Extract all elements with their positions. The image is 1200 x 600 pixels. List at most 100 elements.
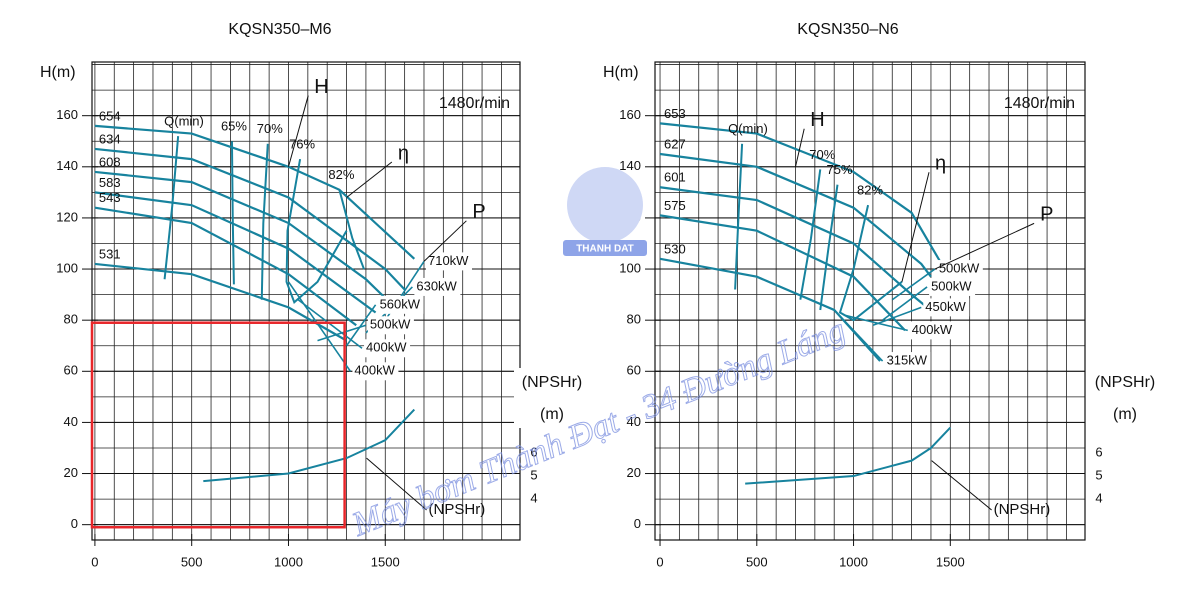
curve-label: 634 [99, 131, 121, 146]
curve-label: 65% [221, 119, 247, 134]
power-curve [891, 268, 936, 301]
npsh-label: (NPSHr) [994, 501, 1051, 518]
curve-label: 450kW [925, 299, 966, 314]
curve-label: 583 [99, 175, 121, 190]
x-tick-label: 1000 [274, 554, 303, 569]
annotation-leader [901, 172, 930, 282]
efficiency-curve [819, 184, 839, 311]
y-tick-label: 80 [627, 312, 641, 327]
plot-frame [91, 61, 521, 541]
y-tick-label: 140 [619, 158, 641, 173]
curve-label: 710kW [428, 253, 469, 268]
annotation-leader [934, 222, 1035, 270]
plot-frame [654, 61, 1086, 541]
y-tick-label: 100 [56, 260, 78, 275]
power-curve [287, 281, 352, 372]
y-tick-label: 80 [64, 312, 78, 327]
y2-tick-label: 5 [1095, 467, 1102, 482]
annotation-leader [423, 220, 467, 262]
curve-label: 70% [257, 121, 283, 136]
npsh-curve [203, 408, 416, 483]
annotation-leader [287, 95, 309, 167]
x-tick-label: 500 [181, 554, 203, 569]
qmin-curve [734, 143, 744, 290]
y-tick-label: 60 [64, 363, 78, 378]
x-tick-label: 1000 [839, 554, 868, 569]
annotation: η [398, 142, 409, 164]
head-curve [659, 152, 932, 278]
label-bg [923, 298, 970, 317]
y2-label-bg [514, 368, 590, 428]
y-tick-label: 140 [56, 158, 78, 173]
annotation: η [935, 153, 946, 175]
label-bg [909, 321, 956, 340]
y2-tick-label: 6 [1095, 444, 1102, 459]
efficiency-curve [338, 189, 365, 270]
y-tick-label: 160 [56, 107, 78, 122]
highlight-box [90, 321, 346, 529]
power-curve [872, 306, 922, 327]
npsh-curve [745, 426, 952, 485]
label-bg [364, 339, 411, 358]
y-tick-label: 60 [627, 363, 641, 378]
curve-label: 400kW [366, 340, 407, 355]
power-curve [843, 314, 908, 332]
npsh-label: (NPSHr) [429, 501, 486, 518]
annotation: P [472, 201, 485, 223]
label-bg [425, 252, 472, 271]
curve-label: 627 [664, 136, 686, 151]
chart-title: KQSN350–M6 [228, 21, 331, 38]
chart-title: KQSN350–N6 [797, 21, 898, 38]
chart-panel: KQSN350–N6H(m)1480r/min02040608010012014… [603, 21, 1163, 569]
curve-label: 543 [99, 190, 121, 205]
y-axis-label: H(m) [603, 64, 639, 81]
y2-tick-label: 6 [530, 444, 537, 459]
power-curve [882, 286, 928, 321]
efficiency-curve [260, 143, 269, 300]
y2-axis-label: (m) [540, 406, 564, 423]
label-bg [352, 362, 399, 381]
speed-label: 1480r/min [1004, 95, 1075, 112]
y2-axis-label: (NPSHr) [522, 374, 582, 391]
curve-label: 400kW [354, 363, 395, 378]
label-bg [936, 260, 983, 279]
npsh-leader [366, 457, 427, 511]
curve-label: 575 [664, 198, 686, 213]
y-axis-label: H(m) [40, 64, 76, 81]
y-tick-label: 20 [64, 465, 78, 480]
label-bg [367, 316, 414, 335]
y-tick-label: 100 [619, 260, 641, 275]
annotation: H [314, 76, 328, 98]
curve-label: 601 [664, 170, 686, 185]
efficiency-curve [230, 141, 235, 285]
curve-label: 653 [664, 106, 686, 121]
y-tick-label: 40 [627, 414, 641, 429]
efficiency-curve [838, 204, 903, 322]
y2-axis-label: (m) [1113, 406, 1137, 423]
curve-label: 75% [826, 162, 852, 177]
y-tick-label: 0 [71, 516, 78, 531]
watermark: THANH DAT Máy bơm Thành Đạt - 34 Đường L… [346, 167, 851, 544]
head-curve [94, 147, 406, 291]
curve-label: 400kW [912, 322, 953, 337]
x-tick-label: 1500 [371, 554, 400, 569]
head-curve [659, 257, 881, 362]
curve-label: 82% [328, 167, 354, 182]
npsh-leader [931, 460, 992, 511]
watermark-text: Máy bơm Thành Đạt - 34 Đường Láng [346, 311, 850, 543]
annotation-leader [795, 128, 805, 167]
curve-label: 500kW [939, 260, 980, 275]
curve-label: Q(min) [164, 114, 204, 129]
curve-label: 500kW [370, 317, 411, 332]
curve-label: Q(min) [728, 121, 768, 136]
y2-label-bg [1087, 368, 1163, 428]
logo-band [563, 240, 647, 256]
efficiency-curve [799, 169, 822, 300]
curve-label: 560kW [380, 296, 421, 311]
curve-label: 70% [809, 147, 835, 162]
curve-label: 82% [857, 183, 883, 198]
y-tick-label: 120 [56, 209, 78, 224]
head-curve [659, 214, 906, 332]
x-tick-label: 0 [656, 554, 663, 569]
